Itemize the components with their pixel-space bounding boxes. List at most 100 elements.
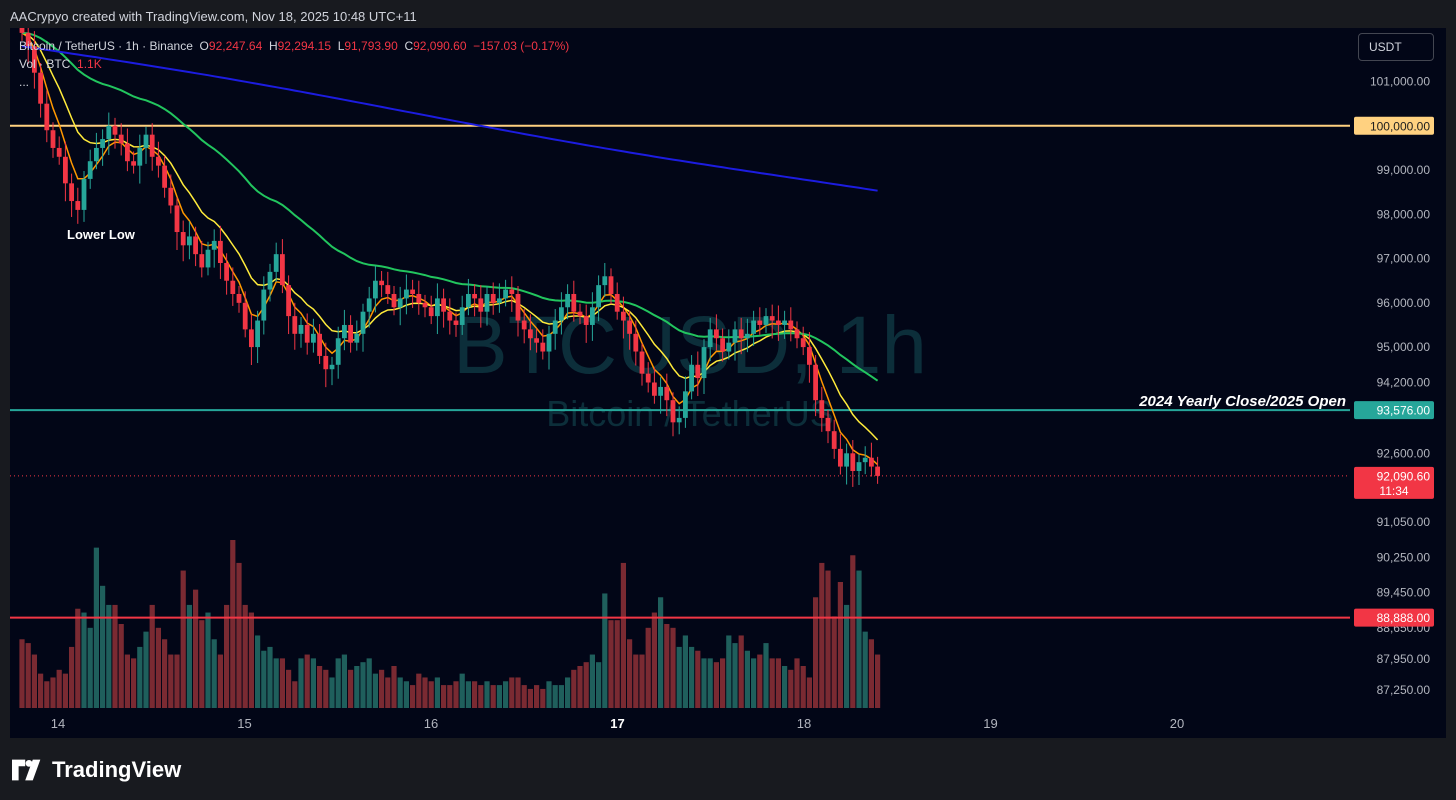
legend-open-value: 92,247.64 bbox=[208, 39, 263, 53]
time-axis[interactable]: 14 15 16 17 18 19 20 bbox=[51, 716, 1184, 731]
volume-bar bbox=[496, 685, 502, 708]
volume-bar bbox=[118, 624, 124, 708]
volume-bar bbox=[205, 612, 211, 708]
legend-volume-row: Vol · BTC 1.1K bbox=[19, 55, 569, 73]
volume-bar bbox=[738, 635, 744, 708]
volume-bar bbox=[93, 547, 99, 708]
volume-bar bbox=[472, 681, 478, 708]
candle-body bbox=[552, 320, 558, 334]
currency-button[interactable]: USDT bbox=[1358, 33, 1434, 61]
candle-body bbox=[391, 293, 397, 308]
volume-bar bbox=[162, 639, 168, 708]
volume-bar bbox=[428, 681, 434, 708]
volume-bar bbox=[757, 654, 763, 708]
volume-bar bbox=[217, 654, 223, 708]
price-level-badge-bg bbox=[1354, 116, 1434, 135]
candle-body bbox=[732, 329, 738, 343]
candle-body bbox=[726, 342, 732, 352]
chart-frame[interactable]: BTCUSD, 1h Bitcoin / TetherUS Lower Low 20… bbox=[10, 28, 1446, 738]
candle-body bbox=[813, 364, 818, 401]
candle-body bbox=[664, 386, 670, 401]
candle-body bbox=[385, 285, 391, 294]
candle-body bbox=[230, 280, 236, 294]
volume-bar bbox=[713, 662, 719, 708]
volume-bar bbox=[459, 673, 465, 708]
volume-bar bbox=[397, 677, 403, 708]
volume-bar bbox=[552, 685, 558, 708]
candle-body bbox=[218, 240, 223, 264]
price-axis[interactable]: 101,000.00 99,000.00 98,000.00 97,000.00 96,… bbox=[1354, 75, 1434, 698]
candle-body bbox=[583, 316, 589, 325]
volume-bar bbox=[81, 612, 87, 708]
volume-bar bbox=[298, 658, 304, 708]
volume-bar bbox=[565, 677, 571, 708]
price-tick-label: 98,000.00 bbox=[1377, 207, 1431, 221]
volume-bar bbox=[149, 604, 155, 708]
volume-bar bbox=[571, 669, 577, 708]
volume-bar bbox=[658, 597, 664, 708]
candle-body bbox=[193, 236, 198, 255]
candle-body bbox=[273, 254, 279, 272]
volume-bar bbox=[112, 604, 118, 708]
volume-bar bbox=[484, 681, 490, 708]
volume-bar bbox=[335, 658, 341, 708]
price-level-badge[interactable]: 100,000.00 bbox=[1354, 116, 1434, 135]
candle-body bbox=[149, 134, 155, 157]
candle-body bbox=[379, 280, 384, 286]
candle-body bbox=[249, 329, 254, 348]
brand-name: TradingView bbox=[52, 757, 182, 782]
volume-bar bbox=[180, 570, 186, 708]
candle-body bbox=[683, 391, 688, 418]
volume-bar bbox=[837, 582, 843, 708]
candle-body bbox=[528, 329, 533, 339]
legend-low-value: 91,793.90 bbox=[344, 39, 398, 53]
legend-volume-value: 1.1K bbox=[77, 57, 102, 71]
candle-body bbox=[838, 448, 843, 467]
volume-bar bbox=[540, 688, 546, 708]
volume-bar bbox=[478, 685, 484, 708]
candle-body bbox=[652, 382, 657, 396]
candle-body bbox=[292, 316, 298, 334]
volume-bar bbox=[763, 643, 769, 708]
candle-body bbox=[422, 302, 428, 308]
candle-body bbox=[521, 320, 527, 330]
volume-bar bbox=[286, 669, 292, 708]
candle-body bbox=[87, 161, 93, 179]
candle-body bbox=[714, 329, 719, 339]
horizontal-levels[interactable] bbox=[10, 124, 1350, 619]
price-level-badge-label: 88,888.00 bbox=[1377, 611, 1431, 625]
volume-bar bbox=[633, 654, 639, 708]
volume-bar bbox=[856, 570, 862, 708]
candle-body bbox=[850, 453, 856, 472]
volume-bar bbox=[813, 597, 819, 708]
candle-body bbox=[453, 320, 459, 325]
candle-body bbox=[503, 289, 508, 299]
price-level-badge[interactable]: 88,888.00 bbox=[1354, 608, 1434, 627]
candle-body bbox=[546, 333, 552, 352]
volume-bar bbox=[726, 635, 732, 708]
candle-body bbox=[614, 293, 620, 312]
candle-body bbox=[472, 293, 477, 299]
volume-bar bbox=[819, 562, 825, 708]
volume-bar bbox=[292, 681, 298, 708]
volume-bar bbox=[614, 620, 620, 708]
candle-body bbox=[794, 329, 800, 339]
volume-bar bbox=[379, 669, 385, 708]
candle-body bbox=[515, 293, 521, 321]
candle-body bbox=[329, 364, 335, 370]
volume-bar bbox=[199, 620, 205, 708]
candle-body bbox=[676, 417, 682, 423]
legend-more-button[interactable]: ... bbox=[19, 75, 30, 89]
tradingview-brand[interactable]: TradingView bbox=[12, 757, 181, 783]
time-tick-label: 17 bbox=[610, 716, 624, 731]
legend-open-label: O bbox=[199, 39, 209, 53]
volume-bar bbox=[732, 643, 738, 708]
price-level-badge[interactable]: 93,576.00 bbox=[1354, 401, 1434, 420]
volume-bar bbox=[38, 673, 44, 708]
volume-bar bbox=[676, 646, 682, 708]
volume-bar bbox=[422, 677, 428, 708]
candle-body bbox=[627, 320, 632, 334]
candle-body bbox=[404, 289, 409, 299]
candle-body bbox=[559, 307, 564, 321]
